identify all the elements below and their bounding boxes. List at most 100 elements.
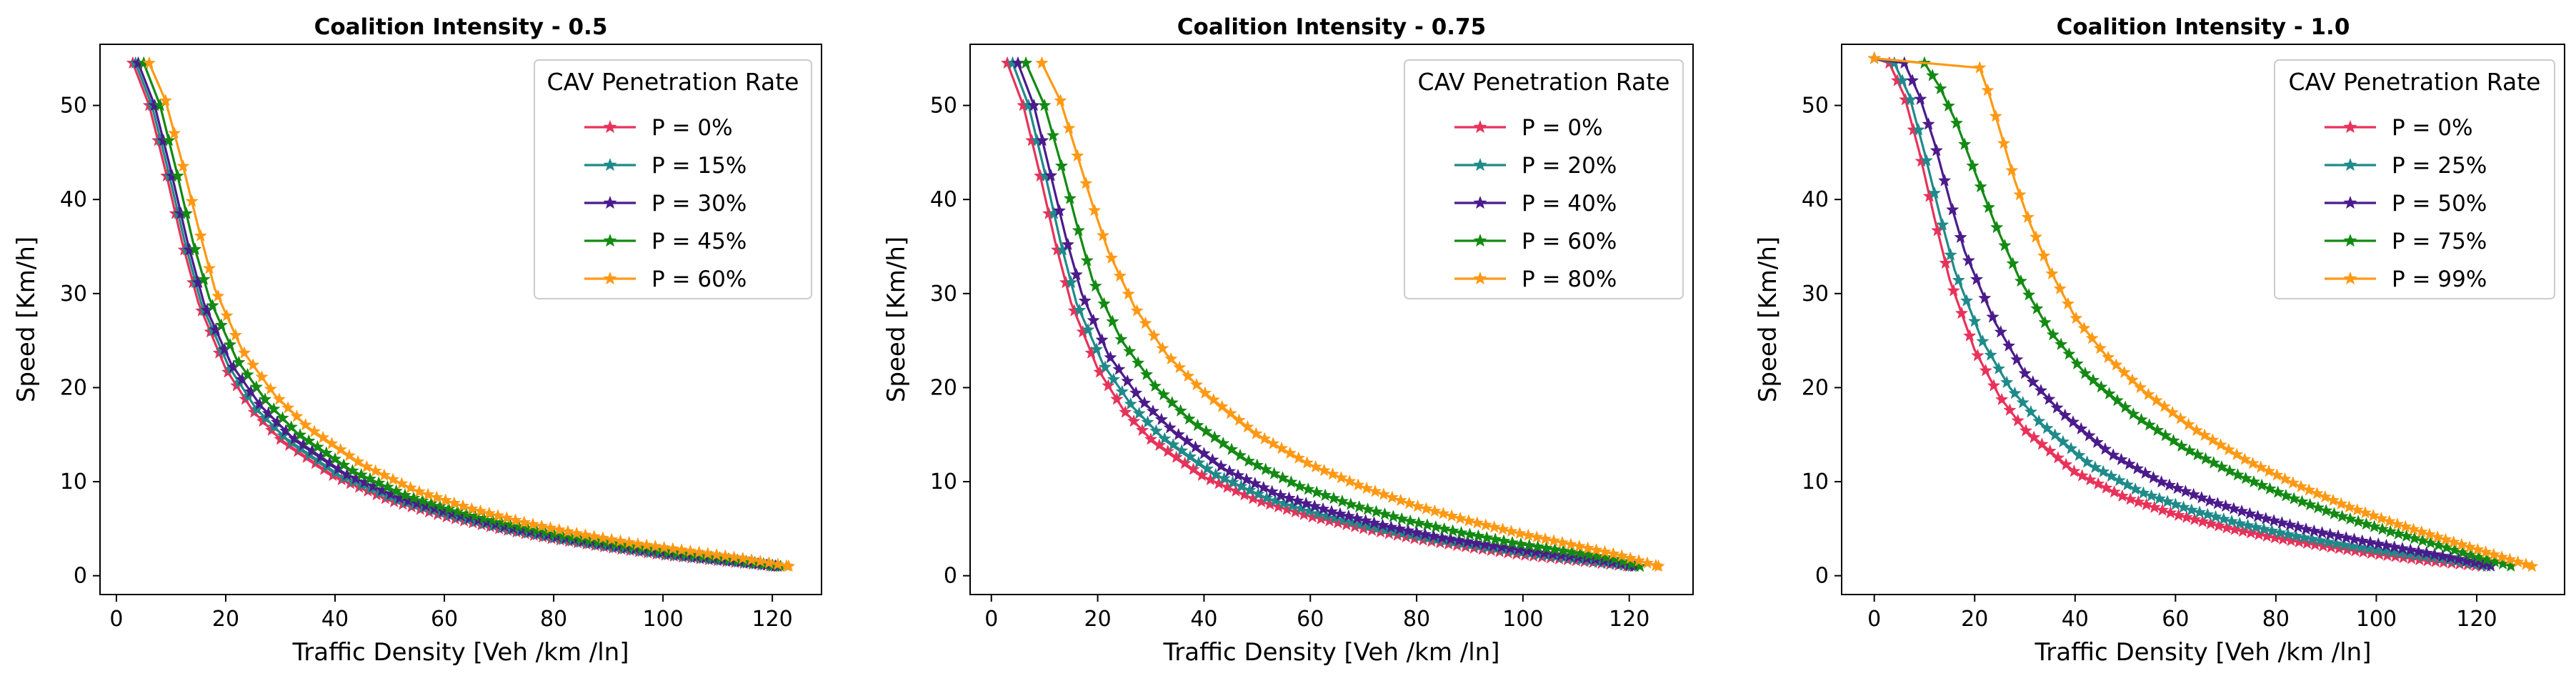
series-marker bbox=[2215, 459, 2229, 473]
series-marker bbox=[2337, 538, 2351, 551]
series-marker bbox=[1992, 362, 2006, 374]
series-marker bbox=[2112, 473, 2126, 487]
series-marker bbox=[2291, 520, 2305, 533]
series-marker bbox=[692, 545, 706, 558]
x-tick-label: 0 bbox=[1867, 607, 1881, 632]
series-marker bbox=[1307, 499, 1322, 512]
series-marker bbox=[2162, 478, 2177, 491]
series-marker bbox=[1167, 437, 1180, 451]
series-marker bbox=[2358, 506, 2372, 519]
series-marker bbox=[1937, 174, 1952, 187]
series-marker bbox=[561, 525, 575, 537]
series-marker bbox=[2082, 428, 2096, 442]
series-marker bbox=[1352, 499, 1366, 513]
x-tick-label: 0 bbox=[109, 607, 123, 632]
series-marker bbox=[2231, 468, 2245, 481]
series-marker bbox=[2211, 497, 2225, 509]
series-marker bbox=[1071, 149, 1084, 162]
series-marker bbox=[2439, 532, 2452, 546]
series-marker bbox=[1469, 536, 1483, 550]
series-marker bbox=[701, 547, 715, 560]
series-marker bbox=[2135, 412, 2148, 426]
series-marker bbox=[1209, 467, 1223, 481]
series-marker bbox=[1453, 511, 1467, 525]
series-marker bbox=[1158, 432, 1172, 444]
series-marker bbox=[2048, 428, 2062, 441]
series-marker bbox=[1161, 444, 1175, 457]
series-marker bbox=[526, 517, 540, 530]
series-marker bbox=[1950, 116, 1964, 129]
series-marker bbox=[1615, 549, 1629, 562]
y-tick-label: 50 bbox=[1802, 94, 1829, 119]
series-marker bbox=[2080, 455, 2094, 468]
x-tick-label: 80 bbox=[540, 607, 567, 632]
series-marker bbox=[1989, 109, 2002, 122]
series-marker bbox=[346, 464, 359, 477]
series-marker bbox=[2022, 288, 2036, 301]
series-marker bbox=[1037, 98, 1052, 111]
series-marker bbox=[1936, 218, 1950, 231]
legend-title: CAV Penetration Rate bbox=[547, 68, 799, 96]
series-marker bbox=[1135, 423, 1149, 437]
series-marker bbox=[1987, 379, 2001, 392]
series-marker bbox=[474, 504, 487, 517]
series-marker bbox=[2042, 392, 2056, 405]
series-marker bbox=[2252, 527, 2266, 540]
series-marker bbox=[1035, 133, 1049, 146]
series-marker bbox=[2169, 497, 2182, 510]
series-marker bbox=[2182, 444, 2197, 457]
series-marker bbox=[2140, 497, 2153, 511]
series-marker bbox=[2086, 373, 2100, 387]
series-marker bbox=[1181, 369, 1195, 382]
series-marker bbox=[2251, 509, 2265, 522]
series-marker bbox=[2302, 483, 2316, 496]
series-marker bbox=[2327, 507, 2341, 520]
series-marker bbox=[2321, 535, 2335, 548]
series-marker bbox=[272, 392, 286, 405]
series-marker bbox=[2185, 503, 2199, 516]
series-marker bbox=[1531, 540, 1544, 553]
series-marker bbox=[1292, 451, 1306, 464]
series-marker bbox=[1317, 463, 1331, 477]
series-marker bbox=[2310, 486, 2324, 499]
series-marker bbox=[1241, 419, 1254, 433]
series-marker bbox=[1412, 516, 1426, 529]
series-marker bbox=[2132, 494, 2145, 508]
series-marker bbox=[2404, 543, 2417, 556]
series-marker bbox=[1968, 314, 1982, 327]
series-marker bbox=[1172, 360, 1187, 374]
series-marker bbox=[1905, 74, 1919, 86]
series-marker bbox=[1095, 333, 1109, 346]
series-marker bbox=[2152, 492, 2167, 504]
series-marker bbox=[639, 538, 654, 551]
series-marker bbox=[500, 511, 514, 524]
x-tick-label: 60 bbox=[431, 607, 458, 632]
series-marker bbox=[1172, 427, 1185, 441]
series-marker bbox=[1299, 497, 1313, 509]
series-4 bbox=[1867, 51, 2518, 572]
series-marker bbox=[1361, 502, 1374, 515]
series-marker bbox=[1239, 472, 1254, 486]
x-tick-label: 60 bbox=[1297, 607, 1324, 632]
series-marker bbox=[1189, 440, 1202, 453]
x-tick-label: 20 bbox=[1961, 607, 1988, 632]
series-marker bbox=[2294, 479, 2308, 492]
x-tick-label: 20 bbox=[1084, 607, 1111, 632]
legend-entry-label: P = 60% bbox=[1522, 229, 1617, 254]
series-marker bbox=[404, 481, 417, 494]
series-marker bbox=[1178, 456, 1192, 469]
series-marker bbox=[2519, 557, 2533, 570]
series-marker bbox=[2083, 472, 2097, 486]
series-marker bbox=[2303, 497, 2317, 511]
series-marker bbox=[246, 358, 260, 371]
series-marker bbox=[2239, 471, 2252, 484]
series-marker bbox=[1429, 520, 1443, 533]
series-marker bbox=[2382, 514, 2396, 527]
series-marker bbox=[1113, 269, 1127, 282]
series-marker bbox=[430, 490, 444, 504]
series-marker bbox=[2010, 352, 2024, 366]
series-marker bbox=[1154, 412, 1169, 426]
series-marker bbox=[1309, 485, 1324, 498]
series-marker bbox=[2319, 504, 2333, 517]
series-marker bbox=[1293, 479, 1307, 492]
